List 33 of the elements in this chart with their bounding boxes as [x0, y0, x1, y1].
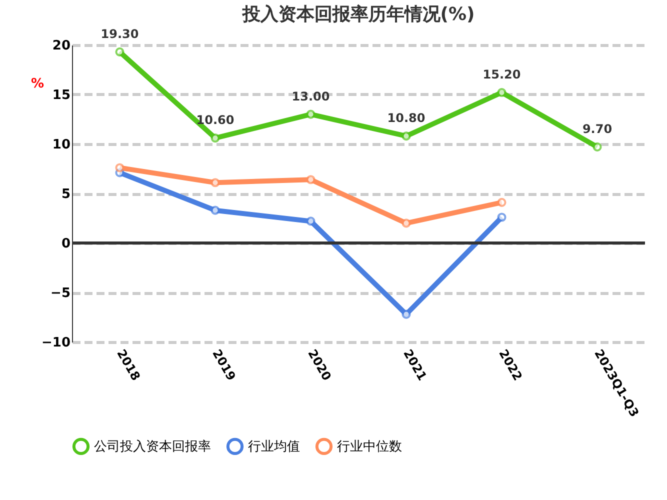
- point: [306, 175, 316, 184]
- point: [210, 134, 220, 143]
- y-tick-label: −10: [42, 336, 70, 350]
- point: [115, 163, 124, 172]
- data-label: 13.00: [292, 89, 330, 104]
- legend-label: 行业均值: [248, 439, 300, 454]
- chart-title: 投入资本回报率历年情况(%): [241, 4, 475, 25]
- y-tick-label: 10: [52, 138, 70, 152]
- point: [402, 310, 411, 319]
- point: [402, 218, 411, 228]
- y-tick-label: −5: [50, 286, 70, 301]
- point: [497, 198, 506, 207]
- point: [306, 216, 316, 226]
- data-label: 15.20: [482, 68, 521, 82]
- data-label: 9.70: [582, 122, 612, 136]
- legend-label: 行业中位数: [337, 439, 402, 454]
- y-axis-title: %: [30, 76, 44, 92]
- y-tick-label: 0: [61, 236, 70, 252]
- point: [115, 47, 124, 56]
- y-tick-label: 20: [52, 38, 70, 54]
- data-label: 10.60: [196, 113, 234, 128]
- y-tick-label: 5: [61, 187, 70, 202]
- point: [306, 110, 316, 119]
- legend-label: 公司投入资本回报率: [94, 438, 211, 454]
- data-label: 19.30: [100, 26, 139, 41]
- data-label: 10.80: [387, 111, 426, 126]
- point: [210, 178, 220, 188]
- point: [497, 212, 506, 222]
- point: [402, 132, 411, 141]
- point: [210, 206, 220, 215]
- point: [592, 142, 602, 152]
- point: [497, 88, 506, 98]
- y-tick-label: 15: [52, 88, 70, 103]
